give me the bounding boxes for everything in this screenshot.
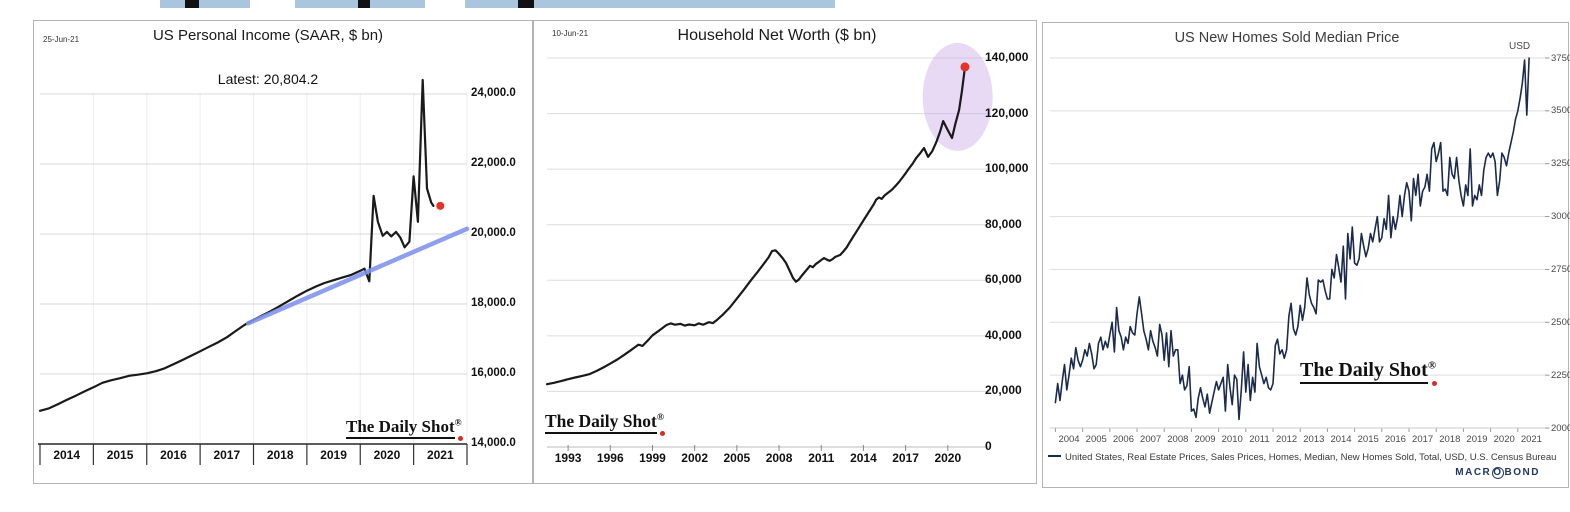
daily-shot-red-dot-icon [660, 431, 666, 436]
daily-shot-logo: The Daily Shot® [545, 411, 666, 436]
x-axis-tick-label: 2014 [1330, 434, 1352, 445]
y-axis-tick-label: 22,000.0 [471, 157, 516, 169]
x-axis-tick-label: 2021 [426, 448, 454, 462]
chart-panel-household-net-worth [532, 20, 1037, 484]
x-axis-tick-label: 2019 [1466, 434, 1488, 445]
x-axis-tick-label: 2016 [1384, 434, 1406, 445]
daily-shot-red-dot-icon [1432, 381, 1438, 386]
x-axis-tick-label: 2014 [850, 451, 877, 465]
x-axis-tick-label: 2017 [892, 451, 919, 465]
chart-panel-new-homes-median-price [1042, 22, 1569, 488]
y-axis-tick-label: 275000 [1551, 263, 1570, 275]
chart3-title: US New Homes Sold Median Price [1174, 30, 1400, 46]
y-axis-tick-label: 375000 [1551, 52, 1570, 64]
chart1-title: US Personal Income (SAAR, $ bn) [152, 27, 384, 44]
y-axis-tick-label: 200000 [1551, 422, 1570, 434]
legend-text: United States, Real Estate Prices, Sales… [1065, 452, 1556, 463]
x-axis-tick-label: 2018 [1439, 434, 1461, 445]
y-axis-tick-label: 80,000 [985, 216, 1022, 231]
registered-trademark-symbol: ® [454, 418, 462, 429]
y-axis-tick-label: 140,000 [985, 50, 1029, 64]
y-axis-tick-label: 250000 [1551, 316, 1570, 328]
daily-shot-logo: The Daily Shot® [1300, 359, 1438, 386]
y-axis-tick-label: 40,000 [985, 327, 1022, 342]
x-axis-tick-label: 2015 [1357, 434, 1379, 445]
chart2-date-stamp: 10-Jun-21 [552, 29, 589, 38]
daily-shot-logo-text: The Daily Shot [1300, 359, 1428, 384]
y-axis-tick-label: 20,000.0 [471, 227, 516, 239]
y-axis-tick-label: 120,000 [985, 105, 1029, 120]
x-axis-tick-label: 2013 [1303, 434, 1325, 445]
macrobond-o-ring-icon: O [1491, 467, 1505, 479]
x-axis-tick-label: 2009 [1194, 434, 1216, 445]
x-axis-tick-label: 1996 [596, 451, 624, 465]
y-axis-tick-label: 60,000 [985, 272, 1022, 287]
legend-line-swatch-icon [1048, 454, 1061, 457]
x-axis-tick-label: 2014 [53, 448, 81, 462]
y-axis-tick-label: 24,000.0 [471, 87, 516, 99]
x-axis-tick-label: 2004 [1058, 434, 1080, 445]
x-axis-tick-label: 2008 [1167, 434, 1189, 445]
registered-trademark-symbol: ® [1427, 359, 1437, 372]
daily-shot-logo-text: The Daily Shot [545, 411, 657, 434]
x-axis-tick-label: 2016 [160, 448, 187, 462]
x-axis-tick-label: 2011 [808, 451, 835, 465]
macrobond-logo-text: BOND [1504, 467, 1540, 478]
x-axis-tick-label: 2007 [1140, 434, 1162, 445]
x-axis-tick-label: 2002 [681, 451, 708, 465]
chart2-title: Household Net Worth ($ bn) [677, 27, 877, 44]
y-axis-tick-label: 18,000.0 [471, 297, 516, 309]
daily-shot-logo-text: The Daily Shot [346, 417, 455, 439]
x-axis-tick-label: 2008 [765, 451, 793, 465]
y-axis-tick-label: 350000 [1551, 105, 1570, 117]
macrobond-logo: MACR O BOND [1380, 467, 1540, 479]
highlighted-link-fragment-3 [465, 0, 835, 8]
chart-panel-personal-income [33, 20, 534, 484]
x-axis-tick-label: 1993 [554, 451, 582, 465]
chart3-legend: United States, Real Estate Prices, Sales… [1048, 452, 1556, 463]
chart3-unit-label: USD [1509, 41, 1531, 52]
x-axis-tick-label: 2015 [106, 448, 134, 462]
y-axis-tick-label: 325000 [1551, 158, 1570, 170]
y-axis-tick-label: 100,000 [985, 161, 1029, 176]
x-axis-tick-label: 2018 [266, 448, 294, 462]
macrobond-logo-text: MACR [1455, 467, 1492, 478]
chart1-latest-annotation: Latest: 20,804.2 [217, 71, 319, 87]
x-axis-tick-label: 2017 [213, 448, 241, 462]
x-axis-tick-label: 1999 [639, 451, 666, 465]
y-axis-tick-label: 0 [985, 439, 992, 453]
x-axis-tick-label: 2020 [934, 451, 962, 465]
y-axis-tick-label: 20,000 [985, 383, 1022, 398]
chart1-date-stamp: 25-Jun-21 [43, 35, 80, 44]
x-axis-tick-label: 2006 [1112, 434, 1134, 445]
y-axis-tick-label: 300000 [1551, 211, 1570, 223]
x-axis-tick-label: 2011 [1249, 434, 1270, 445]
x-axis-tick-label: 2019 [320, 448, 347, 462]
x-axis-tick-label: 2005 [1085, 434, 1107, 445]
registered-trademark-symbol: ® [656, 412, 665, 424]
daily-shot-logo: The Daily Shot® [346, 417, 463, 441]
x-axis-tick-label: 2020 [1493, 434, 1515, 445]
y-axis-tick-label: 225000 [1551, 369, 1570, 381]
highlighted-link-fragment-1 [160, 0, 250, 8]
highlighted-link-fragment-2 [295, 0, 425, 8]
daily-shot-red-dot-icon [457, 436, 463, 441]
x-axis-tick-label: 2020 [373, 448, 401, 462]
x-axis-tick-label: 2021 [1520, 434, 1542, 445]
x-axis-tick-label: 2010 [1221, 434, 1243, 445]
x-axis-tick-label: 2017 [1412, 434, 1434, 445]
y-axis-tick-label: 14,000.0 [471, 437, 516, 449]
x-axis-tick-label: 2005 [723, 451, 751, 465]
y-axis-tick-label: 16,000.0 [471, 367, 516, 379]
x-axis-tick-label: 2012 [1276, 434, 1298, 445]
